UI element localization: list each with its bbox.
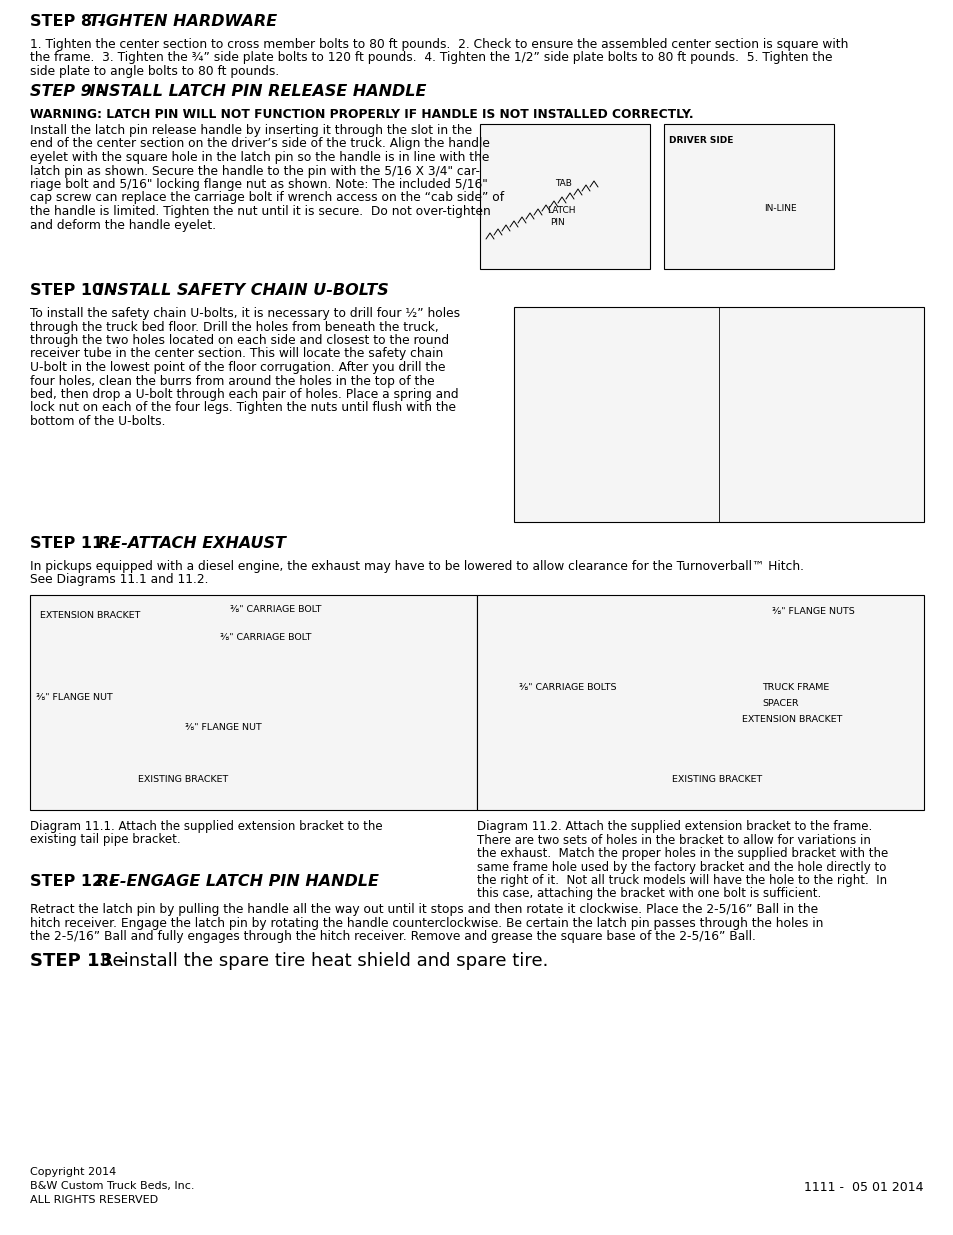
- Text: the right of it.  Not all truck models will have the hole to the right.  In: the right of it. Not all truck models wi…: [476, 874, 886, 887]
- Text: and deform the handle eyelet.: and deform the handle eyelet.: [30, 219, 216, 231]
- Text: RE-ENGAGE LATCH PIN HANDLE: RE-ENGAGE LATCH PIN HANDLE: [91, 874, 378, 889]
- Text: end of the center section on the driver’s side of the truck. Align the handle: end of the center section on the driver’…: [30, 137, 489, 151]
- Text: INSTALL SAFETY CHAIN U-BOLTS: INSTALL SAFETY CHAIN U-BOLTS: [98, 283, 388, 298]
- Text: Reinstall the spare tire heat shield and spare tire.: Reinstall the spare tire heat shield and…: [94, 951, 548, 969]
- Text: the frame.  3. Tighten the ¾” side plate bolts to 120 ft pounds.  4. Tighten the: the frame. 3. Tighten the ¾” side plate …: [30, 52, 832, 64]
- Text: U-bolt in the lowest point of the floor corrugation. After you drill the: U-bolt in the lowest point of the floor …: [30, 361, 445, 374]
- Text: through the two holes located on each side and closest to the round: through the two holes located on each si…: [30, 333, 449, 347]
- Bar: [514, 308, 923, 522]
- Text: through the truck bed floor. Drill the holes from beneath the truck,: through the truck bed floor. Drill the h…: [30, 321, 438, 333]
- Text: See Diagrams 11.1 and 11.2.: See Diagrams 11.1 and 11.2.: [30, 573, 209, 587]
- Text: existing tail pipe bracket.: existing tail pipe bracket.: [30, 834, 180, 846]
- Text: bed, then drop a U-bolt through each pair of holes. Place a spring and: bed, then drop a U-bolt through each pai…: [30, 388, 458, 401]
- Text: B&W Custom Truck Beds, Inc.: B&W Custom Truck Beds, Inc.: [30, 1181, 194, 1191]
- Text: this case, attaching the bracket with one bolt is sufficient.: this case, attaching the bracket with on…: [476, 888, 821, 900]
- Text: hitch receiver. Engage the latch pin by rotating the handle counterclockwise. Be: hitch receiver. Engage the latch pin by …: [30, 916, 822, 930]
- Text: ⅜" CARRIAGE BOLT: ⅜" CARRIAGE BOLT: [220, 634, 312, 642]
- Text: ALL RIGHTS RESERVED: ALL RIGHTS RESERVED: [30, 1195, 158, 1205]
- Text: EXISTING BRACKET: EXISTING BRACKET: [138, 776, 228, 784]
- Text: eyelet with the square hole in the latch pin so the handle is in line with the: eyelet with the square hole in the latch…: [30, 151, 489, 164]
- Text: PIN: PIN: [550, 219, 564, 227]
- Text: IN-LINE: IN-LINE: [763, 204, 796, 212]
- Text: RE-ATTACH EXHAUST: RE-ATTACH EXHAUST: [98, 536, 286, 551]
- Text: STEP 13 -: STEP 13 -: [30, 951, 126, 969]
- Text: ⅜" FLANGE NUT: ⅜" FLANGE NUT: [185, 722, 261, 732]
- Text: the handle is limited. Tighten the nut until it is secure.  Do not over-tighten: the handle is limited. Tighten the nut u…: [30, 205, 490, 219]
- Text: ⅜" CARRIAGE BOLT: ⅜" CARRIAGE BOLT: [230, 605, 321, 614]
- Text: TRUCK FRAME: TRUCK FRAME: [761, 683, 828, 692]
- Text: Diagram 11.2. Attach the supplied extension bracket to the frame.: Diagram 11.2. Attach the supplied extens…: [476, 820, 871, 832]
- Text: TIGHTEN HARDWARE: TIGHTEN HARDWARE: [90, 14, 277, 28]
- Text: STEP 8 –: STEP 8 –: [30, 14, 112, 28]
- Text: Copyright 2014: Copyright 2014: [30, 1167, 116, 1177]
- Text: In pickups equipped with a diesel engine, the exhaust may have to be lowered to : In pickups equipped with a diesel engine…: [30, 559, 803, 573]
- Text: EXTENSION BRACKET: EXTENSION BRACKET: [40, 611, 140, 620]
- Text: same frame hole used by the factory bracket and the hole directly to: same frame hole used by the factory brac…: [476, 861, 885, 873]
- Bar: [663, 124, 833, 269]
- Text: the exhaust.  Match the proper holes in the supplied bracket with the: the exhaust. Match the proper holes in t…: [476, 847, 887, 860]
- Text: EXTENSION BRACKET: EXTENSION BRACKET: [741, 715, 841, 724]
- Text: STEP 9 –: STEP 9 –: [30, 84, 105, 100]
- Text: ⅜" FLANGE NUTS: ⅜" FLANGE NUTS: [771, 606, 854, 616]
- Text: ⅜" CARRIAGE BOLTS: ⅜" CARRIAGE BOLTS: [518, 683, 616, 692]
- Text: STEP 12 -: STEP 12 -: [30, 874, 115, 889]
- Text: lock nut on each of the four legs. Tighten the nuts until flush with the: lock nut on each of the four legs. Tight…: [30, 401, 456, 415]
- Bar: [476, 595, 923, 810]
- Text: Diagram 11.1. Attach the supplied extension bracket to the: Diagram 11.1. Attach the supplied extens…: [30, 820, 382, 832]
- Text: To install the safety chain U-bolts, it is necessary to drill four ½” holes: To install the safety chain U-bolts, it …: [30, 308, 459, 320]
- Text: SPACER: SPACER: [761, 699, 798, 708]
- Text: the 2-5/16” Ball and fully engages through the hitch receiver. Remove and grease: the 2-5/16” Ball and fully engages throu…: [30, 930, 755, 944]
- Text: bottom of the U-bolts.: bottom of the U-bolts.: [30, 415, 165, 429]
- Bar: [30, 595, 476, 810]
- Text: 1111 -  05 01 2014: 1111 - 05 01 2014: [803, 1181, 923, 1194]
- Text: latch pin as shown. Secure the handle to the pin with the 5/16 X 3/4" car-: latch pin as shown. Secure the handle to…: [30, 164, 479, 178]
- Text: riage bolt and 5/16" locking flange nut as shown. Note: The included 5/16": riage bolt and 5/16" locking flange nut …: [30, 178, 487, 191]
- Text: Install the latch pin release handle by inserting it through the slot in the: Install the latch pin release handle by …: [30, 124, 472, 137]
- Text: WARNING: LATCH PIN WILL NOT FUNCTION PROPERLY IF HANDLE IS NOT INSTALLED CORRECT: WARNING: LATCH PIN WILL NOT FUNCTION PRO…: [30, 109, 693, 121]
- Text: STEP 10 –: STEP 10 –: [30, 283, 122, 298]
- Bar: [479, 124, 649, 269]
- Text: STEP 11 –: STEP 11 –: [30, 536, 122, 551]
- Text: side plate to angle bolts to 80 ft pounds.: side plate to angle bolts to 80 ft pound…: [30, 65, 279, 78]
- Text: LATCH: LATCH: [546, 206, 575, 215]
- Text: EXISTING BRACKET: EXISTING BRACKET: [671, 776, 761, 784]
- Text: four holes, clean the burrs from around the holes in the top of the: four holes, clean the burrs from around …: [30, 374, 435, 388]
- Text: receiver tube in the center section. This will locate the safety chain: receiver tube in the center section. Thi…: [30, 347, 443, 361]
- Text: cap screw can replace the carriage bolt if wrench access on the “cab side” of: cap screw can replace the carriage bolt …: [30, 191, 503, 205]
- Text: INSTALL LATCH PIN RELEASE HANDLE: INSTALL LATCH PIN RELEASE HANDLE: [84, 84, 426, 100]
- Text: ⅜" FLANGE NUT: ⅜" FLANGE NUT: [36, 693, 112, 701]
- Text: 1. Tighten the center section to cross member bolts to 80 ft pounds.  2. Check t: 1. Tighten the center section to cross m…: [30, 38, 847, 51]
- Text: TAB: TAB: [555, 179, 571, 188]
- Text: There are two sets of holes in the bracket to allow for variations in: There are two sets of holes in the brack…: [476, 834, 870, 846]
- Text: DRIVER SIDE: DRIVER SIDE: [668, 136, 733, 144]
- Text: Retract the latch pin by pulling the handle all the way out until it stops and t: Retract the latch pin by pulling the han…: [30, 903, 818, 916]
